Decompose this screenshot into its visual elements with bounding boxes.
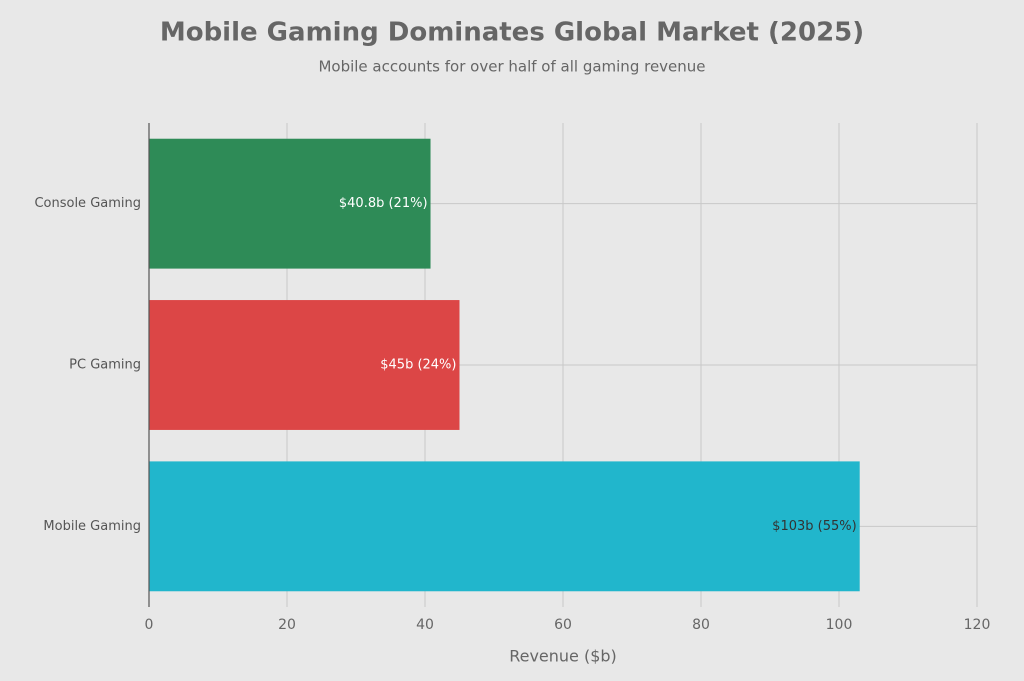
y-tick-label: PC Gaming: [69, 358, 141, 373]
x-tick-label: 80: [692, 617, 710, 633]
bar: [149, 300, 460, 430]
x-tick-label: 60: [554, 617, 572, 633]
value-label: $45b (24%): [380, 358, 456, 373]
x-axis-label: Revenue ($b): [509, 647, 617, 666]
x-tick-label: 40: [416, 617, 434, 633]
chart-title: Mobile Gaming Dominates Global Market (2…: [160, 18, 864, 48]
value-label: $40.8b (21%): [339, 196, 428, 211]
y-tick-label: Console Gaming: [34, 196, 141, 211]
bar: [149, 138, 431, 269]
x-tick-label: 0: [145, 617, 154, 633]
x-tick-label: 20: [278, 617, 296, 633]
value-label: $103b (55%): [772, 519, 857, 534]
bar: [149, 461, 860, 592]
chart-subtitle: Mobile accounts for over half of all gam…: [318, 58, 705, 76]
x-tick-label: 100: [826, 617, 853, 633]
y-tick-label: Mobile Gaming: [43, 519, 141, 534]
x-tick-label: 120: [964, 617, 991, 633]
